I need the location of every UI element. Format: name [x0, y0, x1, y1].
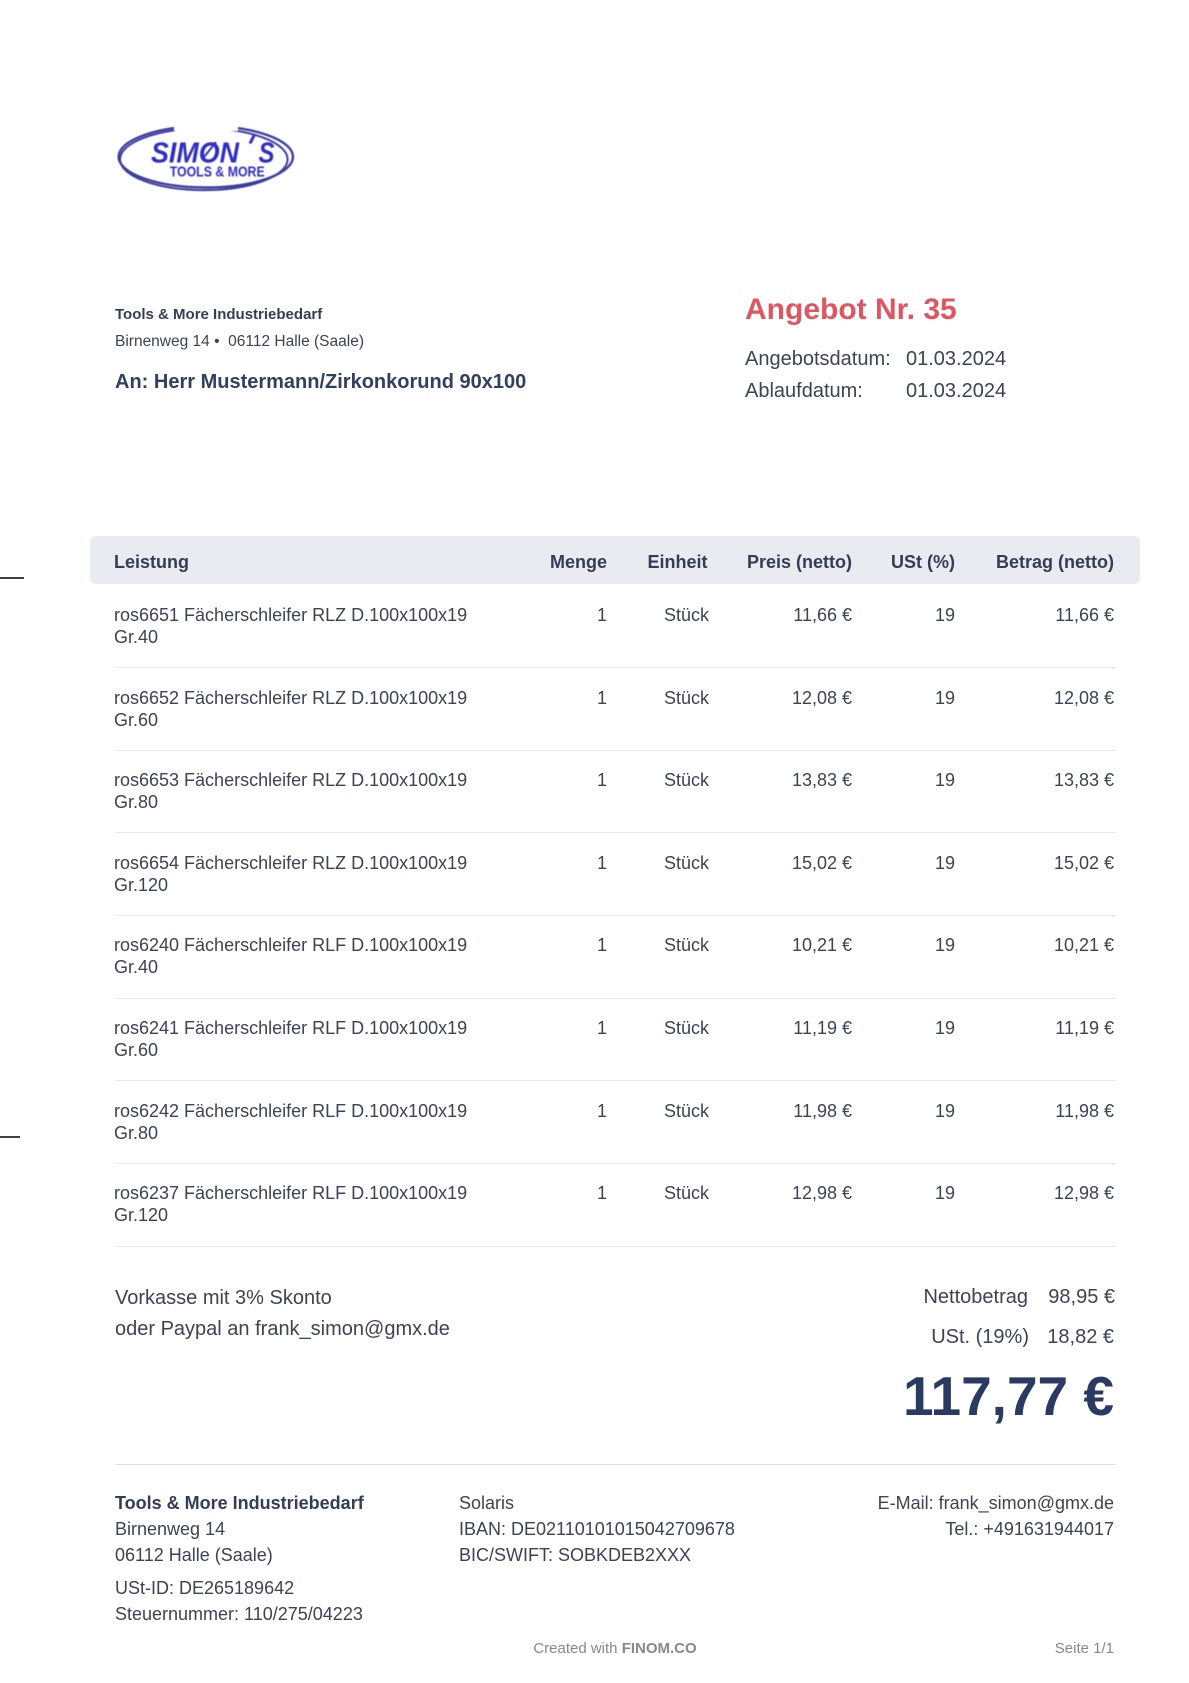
svg-text:S: S	[259, 138, 276, 170]
svg-text:TOOLS & MORE: TOOLS & MORE	[170, 164, 265, 181]
svg-text:SIMON: SIMON	[151, 138, 240, 170]
